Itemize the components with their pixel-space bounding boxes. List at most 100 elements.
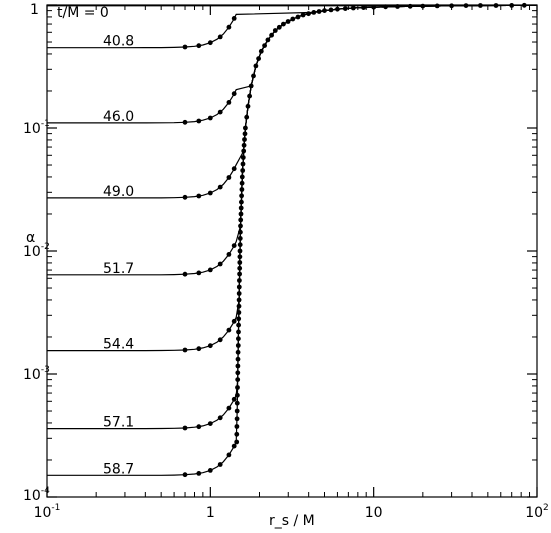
y-tick-label: 10-4 (23, 486, 50, 504)
data-point (276, 24, 282, 30)
data-point (226, 405, 232, 411)
data-point (509, 3, 515, 8)
data-point (371, 4, 377, 10)
data-point (295, 14, 301, 20)
data-point (217, 34, 223, 40)
data-point (242, 137, 247, 142)
curves (47, 4, 538, 476)
data-point (231, 318, 237, 324)
data-point (237, 278, 242, 283)
x-tick-base: 10 (365, 505, 383, 521)
data-point (242, 131, 248, 137)
curve-label-value: 58.7 (103, 461, 134, 477)
data-point (236, 297, 242, 303)
data-point (342, 6, 348, 11)
data-point (217, 462, 223, 467)
data-point (231, 396, 237, 402)
curve-label-value: 46.0 (103, 109, 134, 125)
data-point (269, 32, 274, 38)
curve-t-57.1 (47, 4, 538, 430)
data-point (237, 265, 243, 271)
curve-t-46.0 (47, 4, 538, 124)
data-point (306, 11, 311, 17)
y-tick-exponent: -4 (41, 486, 50, 496)
data-point (237, 236, 243, 241)
data-point (217, 415, 223, 421)
data-point (207, 40, 213, 46)
curve-label-value: 0 (100, 5, 109, 21)
data-point (239, 174, 245, 180)
data-point (322, 8, 327, 14)
curve-label-57.1: 57.1 (103, 415, 134, 431)
data-point (236, 322, 242, 328)
y-tick-label: 10-1 (23, 119, 50, 137)
data-point (493, 3, 499, 8)
data-point (226, 452, 232, 458)
curve-label-value: 57.1 (103, 415, 134, 431)
data-point (236, 284, 242, 290)
data-point (262, 43, 267, 48)
data-point (478, 3, 483, 8)
y-tick-exponent: -3 (41, 365, 50, 375)
curve-label-value: 54.4 (103, 337, 134, 353)
data-point (238, 223, 243, 229)
data-point (253, 63, 259, 69)
data-point (217, 109, 223, 115)
data-point (239, 199, 244, 205)
data-point (235, 370, 241, 376)
data-point (420, 3, 426, 9)
data-point (245, 103, 251, 109)
curve-label-prefix: t/M = (57, 5, 100, 21)
data-point (231, 91, 237, 97)
data-point (240, 155, 246, 160)
x-tick-exponent: 2 (543, 503, 549, 513)
data-point (182, 194, 188, 200)
data-point (285, 19, 291, 24)
data-point (231, 243, 237, 249)
x-tick-label: 10 (365, 505, 383, 521)
curve-label-0: t/M = 0 (57, 5, 109, 21)
data-point (300, 12, 306, 18)
data-point (207, 190, 213, 196)
data-point (407, 3, 413, 9)
data-point (226, 100, 232, 105)
data-point (196, 346, 202, 352)
x-tick-base: 10 (34, 505, 52, 521)
x-tick-label: 10-1 (34, 503, 61, 521)
y-tick-label: 10-2 (23, 242, 50, 260)
data-point (235, 377, 241, 382)
data-point (281, 21, 286, 27)
curve-label-51.7: 51.7 (103, 261, 134, 277)
data-point (239, 193, 245, 199)
data-point (217, 337, 223, 343)
data-point (235, 385, 240, 390)
x-tick-base: 10 (525, 505, 543, 521)
data-point (231, 166, 237, 172)
data-point (231, 443, 237, 449)
data-point (239, 187, 245, 192)
curve-label-value: 51.7 (103, 261, 134, 277)
y-tick-exponent: -1 (41, 119, 50, 129)
data-point (234, 424, 240, 429)
data-point (335, 6, 340, 12)
data-point (182, 472, 188, 478)
data-point (238, 217, 244, 223)
data-point (521, 2, 527, 8)
data-point (234, 408, 240, 414)
data-point (328, 7, 334, 13)
data-point (449, 3, 454, 9)
x-tick-base: 1 (206, 505, 215, 521)
data-point (196, 424, 202, 430)
data-point (196, 118, 202, 124)
data-point (237, 254, 243, 260)
curve-label-49.0: 49.0 (103, 184, 134, 200)
data-point (241, 148, 247, 154)
data-point (234, 400, 240, 406)
data-point (236, 303, 242, 309)
data-point (241, 142, 247, 148)
data-point (240, 161, 246, 167)
data-point (196, 193, 202, 199)
data-point (182, 44, 188, 50)
x-axis-label: r_s / M (269, 513, 315, 529)
